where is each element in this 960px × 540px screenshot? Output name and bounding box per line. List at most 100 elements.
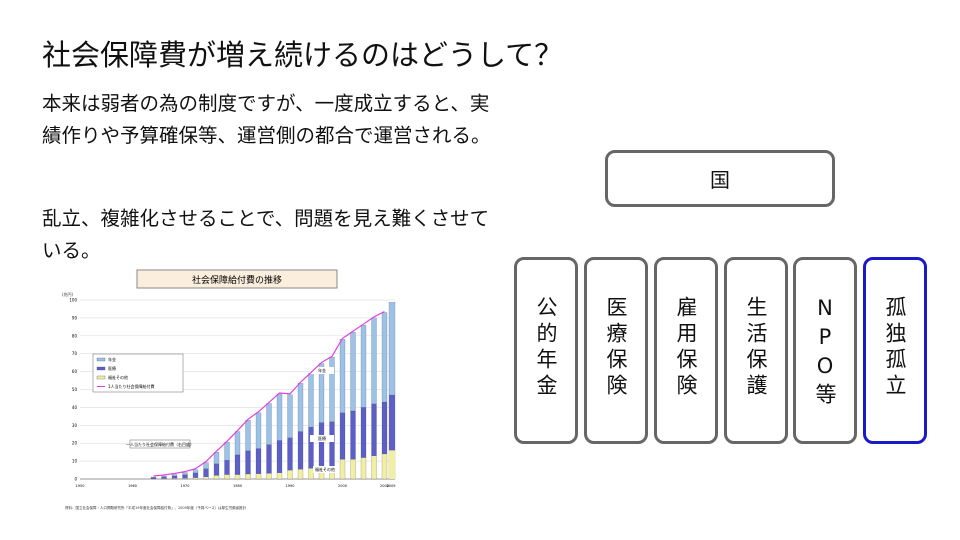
medical-bar <box>287 437 293 471</box>
program-label: 雇用保険 <box>674 296 698 400</box>
medical-bar <box>276 440 283 473</box>
medical-bar <box>381 401 388 455</box>
y-tick-label: 80 <box>72 333 78 338</box>
pension-bar <box>350 332 356 412</box>
program-box: 孤独孤立 <box>863 257 927 444</box>
pension-bar <box>266 403 272 445</box>
pension-bar <box>203 462 209 469</box>
pension-bar <box>224 442 230 461</box>
x-tick-label: 1990 <box>286 484 295 488</box>
y-tick-label: 90 <box>72 315 78 320</box>
y-tick-label: 10 <box>72 459 78 464</box>
medical-bar <box>234 454 241 475</box>
y-tick-label: 40 <box>72 405 78 410</box>
inline-label: 医療 <box>318 435 326 441</box>
inline-label-bg <box>310 367 334 374</box>
medical-bar <box>245 450 251 475</box>
pension-bar <box>287 394 293 438</box>
program-box: NPO等 <box>793 257 857 444</box>
x-tick-label: 2009 <box>387 484 396 488</box>
welfare-bar <box>255 473 262 480</box>
medical-bar <box>192 472 199 478</box>
paragraph-2: 乱立、複雑化させることで、問題を見え難くさせている。 <box>42 207 490 262</box>
y-tick-label: 100 <box>69 298 77 303</box>
welfare-bar <box>234 474 241 480</box>
welfare-bar <box>224 474 230 480</box>
y-tick-label: 0 <box>74 477 77 482</box>
y-tick-label: 20 <box>72 441 78 446</box>
social-security-chart-image: 社会保障給付費の推移 (兆円) 0 10 20 30 40 50 60 70 80 90 100 19… <box>62 269 396 510</box>
pension-bar <box>150 476 157 478</box>
welfare-bar <box>213 475 220 480</box>
medical-2009-bar <box>389 394 395 479</box>
welfare-bar <box>203 476 209 480</box>
legend-swatch <box>96 375 106 380</box>
chart-title: 社会保障給付費の推移 <box>192 274 282 286</box>
pension-bar <box>171 474 178 477</box>
medical-bar <box>329 421 335 467</box>
welfare-bar <box>245 473 251 480</box>
inline-label-bg <box>313 466 337 473</box>
chart-title-box <box>136 269 338 289</box>
x-tick-label: 1970 <box>181 484 190 488</box>
medical-bar <box>318 422 325 468</box>
welfare-2009-bar <box>389 450 395 479</box>
medical-bar <box>350 410 356 460</box>
state-label: 国 <box>710 168 730 192</box>
program-box: 医療保険 <box>584 257 648 444</box>
pension-bar <box>329 357 335 422</box>
medical-bar <box>182 474 188 479</box>
legend-swatch <box>96 366 106 371</box>
pension-bar <box>255 412 262 449</box>
callout-text: 一人当たり社会保障給付費（右目盛） <box>126 441 194 447</box>
program-label: 公的年金 <box>534 296 558 400</box>
pension-bar <box>234 431 241 455</box>
pension-bar <box>371 317 377 404</box>
per-capita-line <box>153 310 385 477</box>
medical-bar <box>308 426 314 469</box>
welfare-bar <box>171 478 178 480</box>
welfare-bar <box>371 455 377 480</box>
y-tick-label: 30 <box>72 423 78 428</box>
x-tick-label: 1950 <box>76 484 85 488</box>
program-box: 公的年金 <box>514 257 578 444</box>
program-label: 孤独孤立 <box>883 296 907 400</box>
legend-label: 医療 <box>108 365 116 371</box>
medical-bar <box>213 463 220 476</box>
program-box: 生活保護 <box>724 257 788 444</box>
inline-label-bg <box>310 435 334 442</box>
welfare-bar <box>381 453 388 480</box>
paragraph-1: 本来は弱者の為の制度ですが、一度成立すると、実績作りや予算確保等、運営側の都合で… <box>42 92 491 147</box>
medical-bar <box>266 444 272 474</box>
callout-box <box>129 439 191 449</box>
legend-label: 福祉その他 <box>108 374 128 380</box>
pension-bar <box>245 420 251 451</box>
medical-bar <box>297 431 304 470</box>
y-tick-label: 50 <box>72 387 78 392</box>
inline-label: 福祉その他 <box>315 466 335 472</box>
pension-bar <box>276 393 283 441</box>
medical-bar <box>371 403 377 456</box>
pension-bar <box>318 363 325 423</box>
x-tick-label: 1980 <box>233 484 242 488</box>
welfare-bar <box>182 478 188 480</box>
program-box: 雇用保険 <box>654 257 718 444</box>
pension-bar <box>360 324 367 408</box>
y-tick-label: 60 <box>72 369 78 374</box>
pension-bar <box>213 452 220 464</box>
inline-label: 年金 <box>318 367 326 373</box>
x-tick-label: 1960 <box>128 484 137 488</box>
medical-bar <box>255 448 262 474</box>
medical-bar <box>339 412 346 460</box>
y-tick-label: 70 <box>72 351 78 356</box>
x-tick-label: 2000 <box>338 484 347 488</box>
welfare-bar <box>308 468 314 480</box>
welfare-bar <box>297 469 304 480</box>
program-label: 医療保険 <box>604 296 628 400</box>
source-note: 資料：国立社会保障・人口問題研究所「平成19年度社会保障給付費」、2009年度（… <box>65 505 247 510</box>
welfare-bar <box>350 459 356 480</box>
legend-label: 年金 <box>108 356 116 362</box>
welfare-bar <box>192 477 199 480</box>
welfare-bar <box>360 457 367 480</box>
